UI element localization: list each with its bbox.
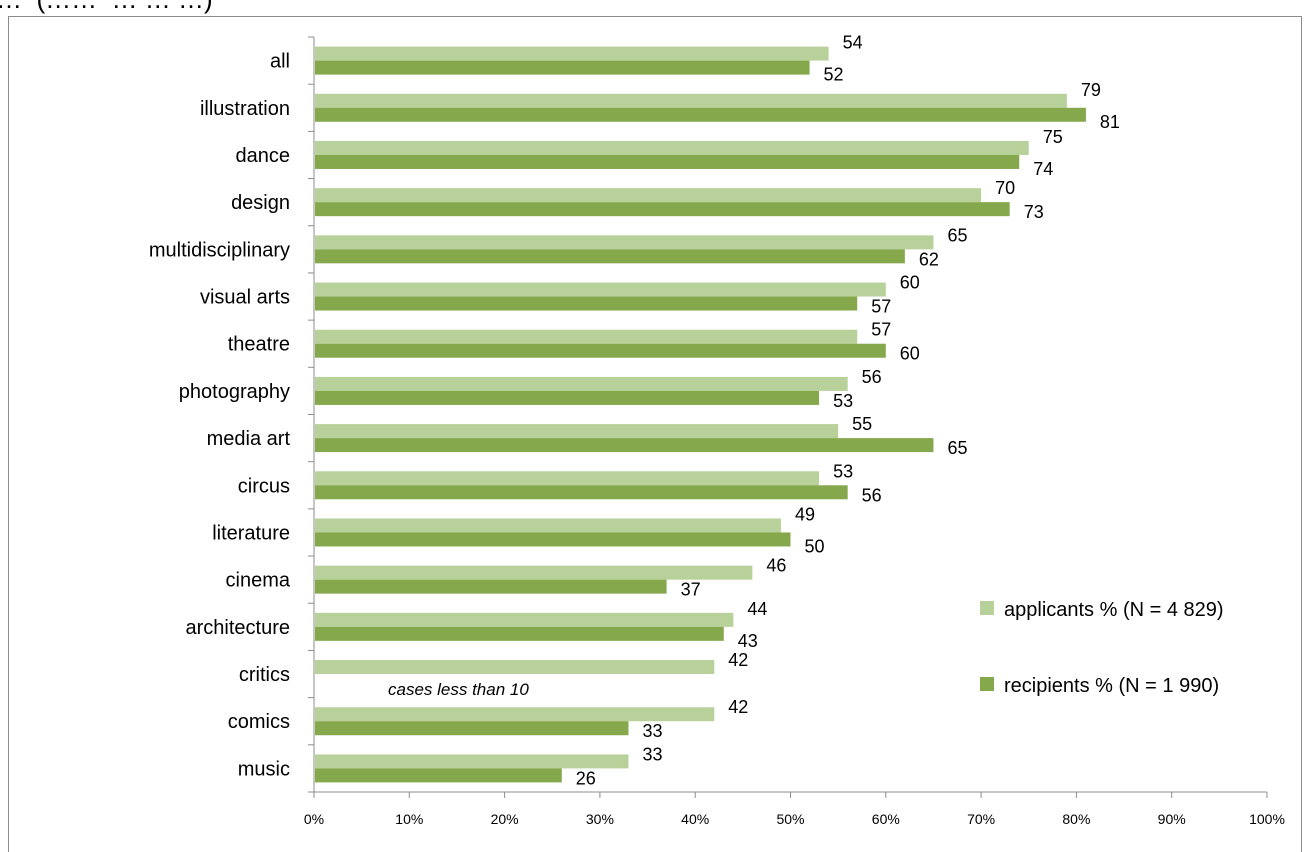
category-label: design [231,192,290,214]
category-label: dance [236,145,291,167]
bar-recipients [315,60,810,75]
legend-swatch [980,601,994,615]
value-label-recipients: 60 [900,344,920,364]
bar-applicants [315,235,934,250]
category-label: comics [228,711,290,733]
value-label-applicants: 65 [947,225,967,245]
value-label-recipients: 74 [1033,159,1053,179]
category-label: music [238,758,290,780]
bar-applicants [315,140,1029,155]
bar-applicants [315,188,982,203]
value-label-applicants: 55 [852,414,872,434]
bar-recipients [315,390,820,405]
bar-recipients [315,579,667,594]
bar-recipients [315,343,886,358]
category-label: theatre [228,334,290,356]
value-label-applicants: 70 [995,178,1015,198]
bar-recipients [315,202,1010,217]
x-tick-label: 70% [967,811,995,827]
value-label-recipients: 56 [862,485,882,505]
category-label: cinema [226,570,291,592]
cropped-title-fragment: … (…… … … …) [0,0,213,12]
bar-applicants [315,754,629,769]
value-label-applicants: 75 [1043,127,1063,147]
bar-applicants [315,565,753,580]
category-label: multidisciplinary [149,239,290,261]
x-tick-label: 100% [1249,811,1285,827]
bar-recipients [315,532,791,547]
value-label-applicants: 42 [728,697,748,717]
value-label-applicants: 54 [843,33,863,53]
x-tick-label: 60% [872,811,900,827]
bar-applicants [315,46,829,61]
value-label-applicants: 46 [766,556,786,576]
category-label: all [270,51,290,73]
x-tick-label: 40% [681,811,709,827]
bar-applicants [315,707,715,722]
value-label-recipients: 53 [833,391,853,411]
value-label-applicants: 53 [833,461,853,481]
x-tick-label: 10% [395,811,423,827]
value-label-recipients: 43 [738,631,758,651]
x-tick-label: 20% [491,811,519,827]
bar-applicants [315,612,734,627]
bar-applicants [315,282,886,297]
legend-swatch [980,677,994,691]
category-label: architecture [186,617,291,639]
bar-applicants [315,660,715,675]
bar-recipients [315,154,1020,169]
bar-recipients [315,485,848,500]
value-label-applicants: 79 [1081,80,1101,100]
value-label-recipients: 50 [805,536,825,556]
value-label-recipients: 52 [824,65,844,85]
value-label-recipients: 37 [681,580,701,600]
value-label-applicants: 42 [728,650,748,670]
x-tick-label: 50% [776,811,804,827]
value-label-applicants: 57 [871,320,891,340]
x-tick-label: 80% [1062,811,1090,827]
category-label: photography [179,381,290,403]
bar-applicants [315,471,820,486]
category-label: circus [238,475,290,497]
bar-recipients [315,438,934,453]
value-label-applicants: 33 [642,744,662,764]
value-label-applicants: 44 [747,599,767,619]
bar-applicants [315,518,781,533]
value-label-recipients: 62 [919,249,939,269]
value-label-recipients: 81 [1100,112,1120,132]
category-label: visual arts [200,287,290,309]
x-tick-label: 30% [586,811,614,827]
value-label-recipients: 33 [642,721,662,741]
bar-recipients [315,249,905,264]
category-label: critics [239,664,290,686]
legend-label: applicants % (N = 4 829) [1004,599,1224,621]
bar-recipients [315,107,1086,122]
value-label-applicants: 60 [900,273,920,293]
category-label: literature [212,522,290,544]
x-tick-label: 0% [304,811,324,827]
bar-recipients [315,296,858,311]
value-label-recipients: 57 [871,297,891,317]
category-label: illustration [200,98,290,120]
value-label-applicants: 56 [862,367,882,387]
value-label-applicants: 49 [795,504,815,524]
bar-recipients [315,768,562,783]
bar-applicants [315,329,858,344]
value-label-recipients: 65 [947,438,967,458]
annotation-note: cases less than 10 [388,680,529,699]
bar-recipients [315,721,629,736]
value-label-recipients: 26 [576,768,596,788]
bar-recipients [315,626,724,641]
x-tick-label: 90% [1158,811,1186,827]
category-label: media art [207,428,291,450]
bar-applicants [315,424,839,439]
legend-label: recipients % (N = 1 990) [1004,675,1219,697]
bar-applicants [315,376,848,391]
bar-applicants [315,93,1067,108]
value-label-recipients: 73 [1024,202,1044,222]
